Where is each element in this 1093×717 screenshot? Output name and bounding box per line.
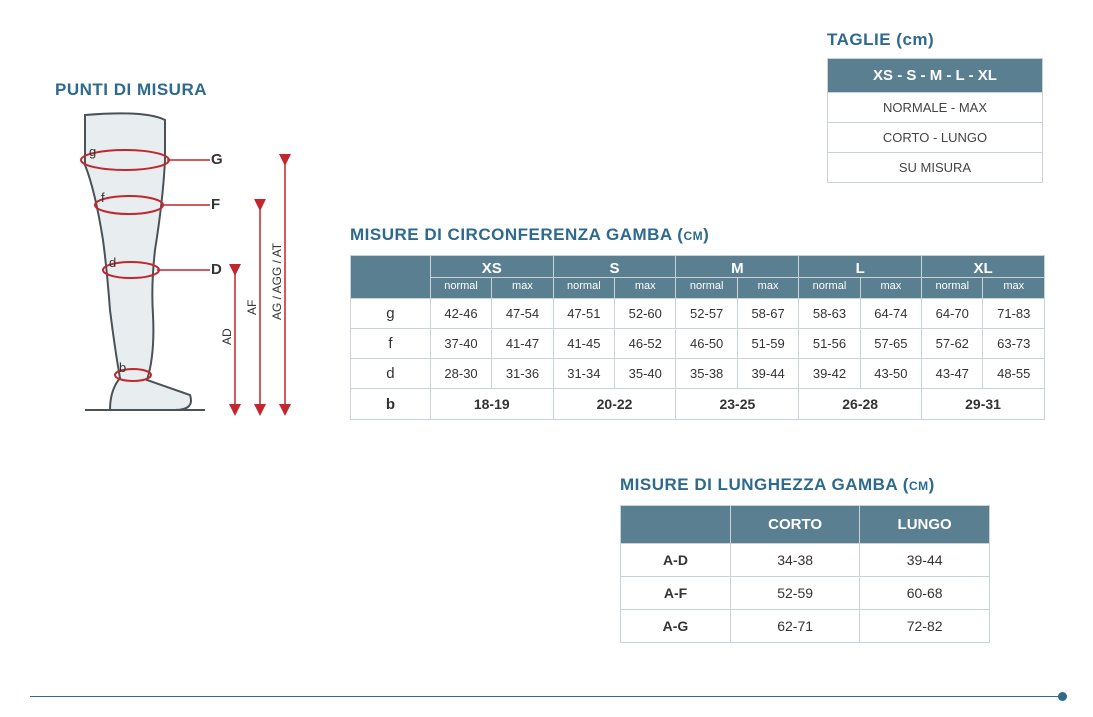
sub-head: max — [492, 278, 553, 299]
cell: 72-82 — [860, 610, 990, 643]
taglie-header: XS - S - M - L - XL — [828, 59, 1043, 93]
sub-head: max — [983, 278, 1045, 299]
cell: 35-38 — [676, 359, 737, 389]
size-head: XL — [922, 256, 1045, 278]
circ-title: MISURE DI CIRCONFERENZA GAMBA (cm) — [350, 225, 1050, 245]
taglie-table: XS - S - M - L - XL NORMALE - MAX CORTO … — [827, 58, 1043, 183]
row-label: d — [351, 359, 431, 389]
leg-diagram: g f d b G F D AD AF AG / AGG / AT — [55, 110, 315, 430]
size-head: L — [799, 256, 922, 278]
sub-head: normal — [676, 278, 737, 299]
cell: 18-19 — [430, 389, 553, 420]
cell: 51-59 — [737, 329, 798, 359]
label-AF: AF — [245, 300, 259, 315]
sub-head: max — [860, 278, 921, 299]
cell: 57-65 — [860, 329, 921, 359]
label-g-lower: g — [89, 144, 96, 159]
row-label-b: b — [351, 389, 431, 420]
taglie-row: CORTO - LUNGO — [828, 123, 1043, 153]
len-col: CORTO — [731, 506, 860, 544]
bottom-rule — [30, 696, 1063, 697]
cell: 46-50 — [676, 329, 737, 359]
cell: 39-44 — [737, 359, 798, 389]
len-title: MISURE DI LUNGHEZZA GAMBA (cm) — [620, 475, 1040, 495]
sub-head: normal — [553, 278, 614, 299]
sub-head: normal — [799, 278, 860, 299]
cell: 52-59 — [731, 577, 860, 610]
cell: 52-57 — [676, 299, 737, 329]
cell: 62-71 — [731, 610, 860, 643]
cell: 29-31 — [922, 389, 1045, 420]
cell: 37-40 — [430, 329, 491, 359]
len-table: CORTO LUNGO A-D34-3839-44 A-F52-5960-68 A-… — [620, 505, 990, 643]
size-head: S — [553, 256, 676, 278]
cell: 42-46 — [430, 299, 491, 329]
circonferenza-section: MISURE DI CIRCONFERENZA GAMBA (cm) XS S … — [350, 225, 1050, 420]
taglie-title: TAGLIE (cm) — [827, 30, 1043, 50]
label-F: F — [211, 196, 220, 213]
cell: 47-54 — [492, 299, 553, 329]
cell: 47-51 — [553, 299, 614, 329]
label-AG: AG / AGG / AT — [270, 242, 284, 320]
taglie-section: TAGLIE (cm) XS - S - M - L - XL NORMALE … — [827, 30, 1043, 183]
label-G: G — [211, 151, 223, 168]
len-row-label: A-D — [621, 544, 731, 577]
cell: 57-62 — [922, 329, 983, 359]
cell: 23-25 — [676, 389, 799, 420]
len-row-label: A-F — [621, 577, 731, 610]
punti-section: PUNTI DI MISURA g f d b G F D A — [55, 80, 335, 430]
sub-head: normal — [922, 278, 983, 299]
label-D: D — [211, 261, 222, 278]
cell: 39-44 — [860, 544, 990, 577]
label-f-lower: f — [101, 190, 105, 205]
taglie-row: SU MISURA — [828, 153, 1043, 183]
cell: 46-52 — [615, 329, 676, 359]
size-head: M — [676, 256, 799, 278]
label-AD: AD — [220, 328, 234, 345]
cell: 51-56 — [799, 329, 860, 359]
cell: 52-60 — [615, 299, 676, 329]
cell: 31-34 — [553, 359, 614, 389]
cell: 28-30 — [430, 359, 491, 389]
cell: 43-50 — [860, 359, 921, 389]
cell: 58-63 — [799, 299, 860, 329]
taglie-row: NORMALE - MAX — [828, 93, 1043, 123]
punti-title: PUNTI DI MISURA — [55, 80, 335, 100]
sub-head: normal — [430, 278, 491, 299]
cell: 64-70 — [922, 299, 983, 329]
cell: 31-36 — [492, 359, 553, 389]
len-col: LUNGO — [860, 506, 990, 544]
size-head: XS — [430, 256, 553, 278]
sub-head: max — [615, 278, 676, 299]
cell: 48-55 — [983, 359, 1045, 389]
cell: 34-38 — [731, 544, 860, 577]
lunghezza-section: MISURE DI LUNGHEZZA GAMBA (cm) CORTO LUN… — [620, 475, 1040, 643]
cell: 63-73 — [983, 329, 1045, 359]
cell: 41-47 — [492, 329, 553, 359]
cell: 35-40 — [615, 359, 676, 389]
row-label: f — [351, 329, 431, 359]
cell: 71-83 — [983, 299, 1045, 329]
cell: 64-74 — [860, 299, 921, 329]
len-row-label: A-G — [621, 610, 731, 643]
cell: 41-45 — [553, 329, 614, 359]
cell: 58-67 — [737, 299, 798, 329]
row-label: g — [351, 299, 431, 329]
cell: 26-28 — [799, 389, 922, 420]
cell: 60-68 — [860, 577, 990, 610]
label-b-lower: b — [119, 360, 126, 375]
circ-table: XS S M L XL normalmaxnormalmaxnormalmaxn… — [350, 255, 1045, 420]
label-d-lower: d — [109, 255, 116, 270]
cell: 39-42 — [799, 359, 860, 389]
cell: 20-22 — [553, 389, 676, 420]
cell: 43-47 — [922, 359, 983, 389]
sub-head: max — [737, 278, 798, 299]
